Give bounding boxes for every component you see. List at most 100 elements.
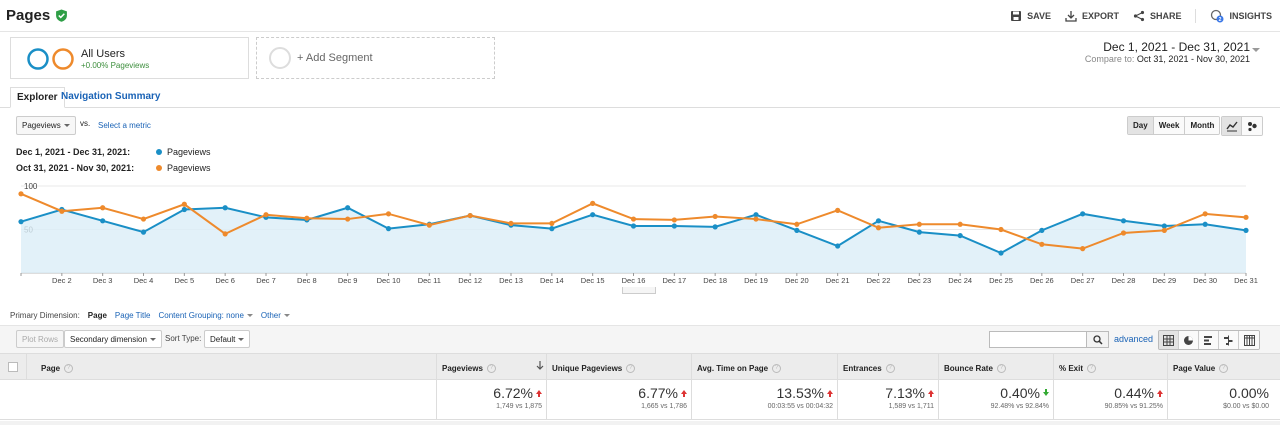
help-icon[interactable]: ? [626,364,636,374]
total-avg-time-on-page: 13.53% 00:03:55 vs 00:04:32 [691,380,837,420]
x-tick-label: Dec 23 [907,276,931,285]
primary-dimension-bar: Primary Dimension: Page Page Title Conte… [10,311,290,320]
report-tabs: Explorer Navigation Summary [0,87,1280,108]
dimension-content-grouping[interactable]: Content Grouping: none [159,311,253,320]
x-tick-label: Dec 10 [377,276,401,285]
column-entrances[interactable]: Entrances? [837,354,938,381]
insights-badge: 2 [1219,17,1222,23]
primary-dimension-label: Primary Dimension: [10,311,80,320]
column-label: Entrances [843,364,882,373]
arrow-up-icon [928,390,934,397]
chevron-down-icon[interactable] [1252,48,1260,52]
dimension-page[interactable]: Page [87,311,107,320]
data-point-compare [467,212,473,219]
x-tick-label: Dec 3 [93,276,113,285]
data-point-compare [916,221,922,227]
view-comparison[interactable] [1219,331,1239,349]
data-point-current [18,219,24,225]
data-point-current [1120,218,1127,224]
column-bounce-rate[interactable]: Bounce Rate? [938,354,1053,381]
legend-dot-blue [156,149,162,155]
column-exit[interactable]: % Exit? [1053,354,1167,381]
divider [1195,9,1197,23]
chart-resize-handle[interactable] [622,287,656,294]
x-tick-label: Dec 15 [581,276,605,285]
select-all-checkbox[interactable] [8,362,18,372]
secondary-dimension-dropdown[interactable]: Secondary dimension [64,330,162,348]
x-tick-label: Dec 25 [989,276,1013,285]
column-avg-time-on-page[interactable]: Avg. Time on Page? [691,354,837,381]
change-value: 6.77% [638,385,678,401]
help-icon[interactable]: ? [1087,364,1097,374]
data-point-current [385,226,392,232]
plot-rows-button[interactable]: Plot Rows [16,330,65,348]
export-icon [1065,11,1077,22]
search-icon [1092,334,1103,345]
arrow-down-icon [1043,389,1049,396]
data-point-current [671,223,677,229]
help-icon[interactable]: ? [772,364,782,374]
column-unique-pageviews[interactable]: Unique Pageviews? [546,354,691,381]
tab-explorer[interactable]: Explorer [10,87,65,108]
granularity-week[interactable]: Week [1153,117,1186,134]
comparison-values: 1,665 vs 1,786 [641,403,687,410]
report-header: Pages SAVE EXPORT SHARE 2 INSIGHTS [0,0,1280,32]
empty-segment-icon [269,47,291,69]
data-point-current [1243,227,1249,233]
column-pageviews[interactable]: Pageviews? [436,354,546,381]
total-entrances: 7.13% 1,589 vs 1,711 [837,380,938,420]
change-value: 13.53% [776,385,824,401]
help-icon[interactable]: ? [64,364,74,374]
help-icon[interactable]: ? [885,364,895,374]
motion-chart-button[interactable] [1242,117,1262,135]
sort-descending-icon[interactable] [536,361,544,370]
totals-row [0,380,1280,420]
bubble-chart-icon [1248,122,1257,132]
data-point-current [549,226,555,232]
column-label: Page [41,364,61,373]
dimension-page-title[interactable]: Page Title [114,311,151,320]
x-tick-label: Dec 12 [458,276,482,285]
help-icon[interactable]: ? [1219,364,1229,374]
table-view-toggle [1158,330,1260,350]
content-grouping-label: Content Grouping: none [158,311,244,320]
export-button[interactable]: EXPORT [1065,10,1119,22]
grid-icon [1163,334,1174,346]
total-unique-pageviews: 6.77% 1,665 vs 1,786 [546,380,691,420]
view-percentage[interactable] [1179,331,1199,349]
segment-all-users[interactable]: All Users +0.00% Pageviews [10,37,249,79]
data-point-compare [1039,241,1045,247]
help-icon[interactable]: ? [996,364,1006,374]
granularity-month[interactable]: Month [1185,117,1220,134]
search-button[interactable] [1087,331,1109,348]
sort-type-dropdown[interactable]: Default [204,330,251,348]
save-button[interactable]: SAVE [1010,10,1051,22]
pie-icon [1184,335,1193,345]
insights-button[interactable]: 2 INSIGHTS [1210,9,1272,23]
x-tick-label: Dec 5 [175,276,195,285]
date-range-picker[interactable]: Dec 1, 2021 - Dec 31, 2021 Compare to: O… [1085,40,1250,64]
view-data-table[interactable] [1159,331,1179,349]
add-segment-button[interactable]: + Add Segment [256,37,495,79]
tab-navigation-summary[interactable]: Navigation Summary [61,91,161,102]
view-performance[interactable] [1199,331,1219,349]
column-page-value[interactable]: Page Value? [1167,354,1273,381]
select-metric-link[interactable]: Select a metric [98,121,151,130]
legend-metric: Pageviews [167,163,211,173]
metric-dropdown[interactable]: Pageviews [16,116,76,135]
line-chart-button[interactable] [1222,117,1242,135]
compare-range: Oct 31, 2021 - Nov 30, 2021 [1136,54,1250,64]
share-button[interactable]: SHARE [1133,10,1181,22]
column-page[interactable]: Page? [26,354,436,381]
report-title: Pages [6,7,51,24]
export-label: EXPORT [1081,11,1119,21]
help-icon[interactable]: ? [486,364,496,374]
view-pivot[interactable] [1239,331,1259,349]
x-tick-label: Dec 11 [418,276,441,285]
secondary-dimension-label: Secondary dimension [70,335,147,344]
table-search-input[interactable] [989,331,1087,348]
granularity-day[interactable]: Day [1128,117,1154,134]
dimension-other[interactable]: Other [261,311,290,320]
advanced-filter-link[interactable]: advanced [1114,334,1154,344]
